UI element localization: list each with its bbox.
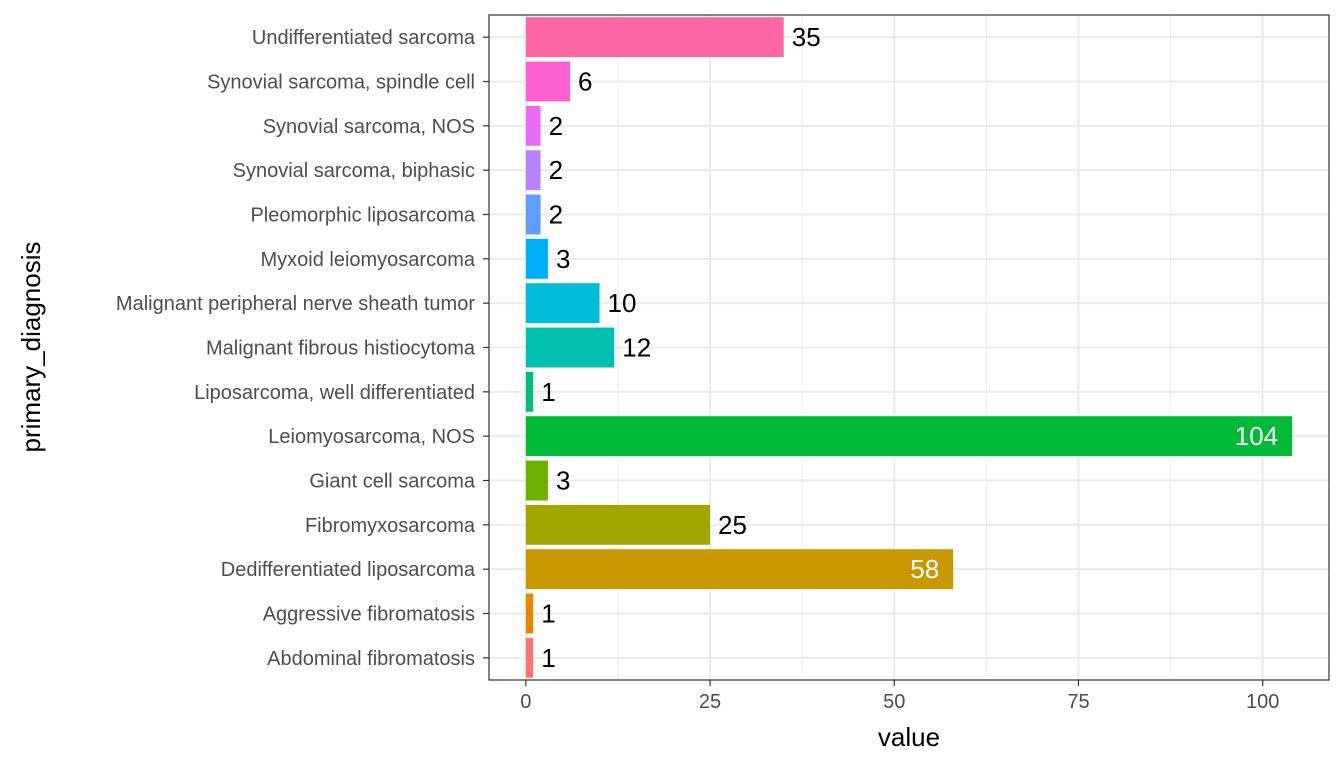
bar-value-label: 3 [556, 244, 570, 274]
y-tick-label: Synovial sarcoma, biphasic [233, 160, 475, 182]
x-tick-label: 100 [1246, 691, 1279, 713]
y-tick-label: Leiomyosarcoma, NOS [268, 426, 475, 448]
bar [525, 150, 541, 191]
bar [525, 549, 954, 590]
bar [525, 327, 615, 368]
y-tick-label: Fibromyxosarcoma [305, 515, 476, 537]
y-tick-label: Giant cell sarcoma [309, 471, 475, 493]
bar-value-label: 58 [910, 554, 939, 584]
y-tick-label: Undifferentiated sarcoma [252, 27, 476, 49]
bar-value-label: 35 [792, 22, 821, 52]
bar-value-label: 2 [549, 200, 563, 230]
x-axis-ticks: 0 25 50 75 100 [520, 680, 1279, 713]
bar [525, 194, 541, 235]
bar [525, 105, 541, 146]
bar-value-label: 25 [718, 510, 747, 540]
x-axis-title: value [878, 722, 940, 752]
y-tick-label: Synovial sarcoma, NOS [263, 116, 475, 138]
bar-value-label: 104 [1235, 421, 1278, 451]
bar-value-label: 12 [622, 333, 651, 363]
y-axis-ticks: Abdominal fibromatosis Aggressive fibroma… [116, 27, 489, 670]
bar [525, 504, 711, 545]
y-axis-title: primary_diagnosis [16, 242, 46, 453]
y-tick-label: Aggressive fibromatosis [263, 604, 475, 626]
y-tick-label: Malignant fibrous histiocytoma [206, 338, 476, 360]
bar [525, 416, 1293, 457]
y-tick-label: Pleomorphic liposarcoma [250, 205, 475, 227]
bar [525, 283, 600, 324]
y-tick-label: Synovial sarcoma, spindle cell [207, 72, 475, 94]
bar-value-label: 1 [541, 643, 555, 673]
x-tick-label: 0 [520, 691, 531, 713]
bar-value-label: 3 [556, 466, 570, 496]
bar [525, 371, 534, 412]
y-tick-label: Liposarcoma, well differentiated [194, 382, 475, 404]
y-tick-label: Abdominal fibromatosis [267, 648, 475, 670]
bar [525, 593, 534, 634]
bar-value-label: 2 [549, 111, 563, 141]
bar [525, 637, 534, 678]
x-tick-label: 25 [699, 691, 721, 713]
bar-value-label: 1 [541, 377, 555, 407]
bar-value-label: 6 [578, 67, 592, 97]
bar [525, 460, 548, 501]
bar [525, 61, 571, 102]
bar-value-label: 2 [549, 155, 563, 185]
x-tick-label: 75 [1067, 691, 1089, 713]
bar-value-label: 1 [541, 599, 555, 629]
y-tick-label: Malignant peripheral nerve sheath tumor [116, 293, 475, 315]
x-tick-label: 50 [883, 691, 905, 713]
y-tick-label: Myxoid leiomyosarcoma [260, 249, 475, 271]
bar [525, 17, 784, 58]
bar-value-label: 10 [608, 288, 637, 318]
bars [525, 17, 1293, 678]
y-tick-label: Dedifferentiated liposarcoma [221, 559, 476, 581]
bar [525, 238, 548, 279]
